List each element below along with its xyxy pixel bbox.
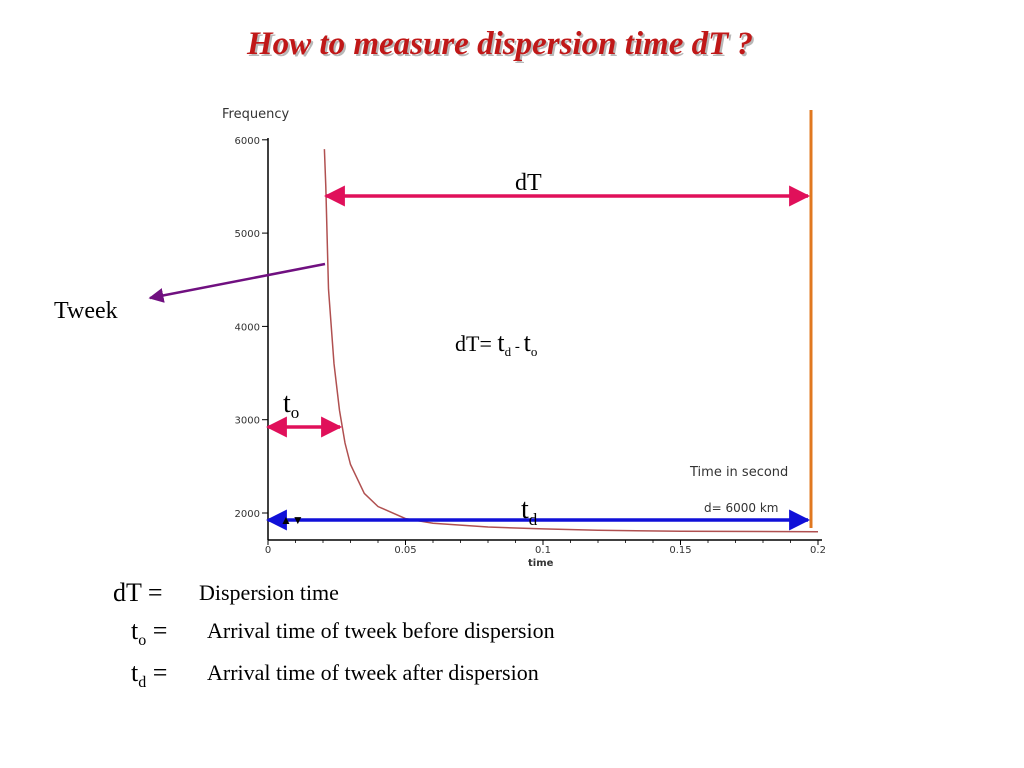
y-tick-label: 5000 bbox=[235, 229, 260, 240]
x-tick-label: 0.15 bbox=[669, 545, 691, 556]
x-tick-label: 0.2 bbox=[810, 545, 826, 556]
small-arrowhead-glyph: ▲▼ bbox=[280, 513, 304, 527]
y-axis-label: Frequency bbox=[222, 107, 289, 122]
to-label: to bbox=[283, 388, 299, 422]
slide-title: How to measure dispersion time dT ? bbox=[246, 26, 754, 62]
tweek-arrow bbox=[148, 262, 326, 303]
x-tick-label: 0.05 bbox=[394, 545, 416, 556]
td-label: td bbox=[521, 494, 538, 529]
def-to-symbol: to = bbox=[131, 616, 168, 650]
x-axis-label: time bbox=[528, 558, 554, 569]
x-tick-label: 0.1 bbox=[535, 545, 551, 556]
y-ticks: 2000 3000 4000 5000 6000 bbox=[235, 136, 268, 520]
y-tick-label: 4000 bbox=[235, 322, 260, 333]
dt-label: dT bbox=[515, 170, 542, 196]
time-in-second-note: Time in second bbox=[689, 465, 788, 480]
dt-formula: dT= td - to bbox=[455, 328, 537, 359]
distance-note: d= 6000 km bbox=[704, 501, 778, 515]
x-tick-label: 0 bbox=[265, 545, 271, 556]
x-ticks: 0 0.05 0.1 0.15 0.2 bbox=[265, 540, 826, 556]
y-tick-label: 2000 bbox=[235, 509, 260, 520]
y-tick-label: 3000 bbox=[235, 416, 260, 427]
y-tick-label: 6000 bbox=[235, 136, 260, 147]
tweek-label: Tweek bbox=[54, 298, 118, 324]
def-td-text: Arrival time of tweek after dispersion bbox=[207, 660, 539, 685]
def-dt-text: Dispersion time bbox=[199, 580, 339, 605]
def-td-symbol: td = bbox=[131, 658, 168, 692]
def-dt-symbol: dT = bbox=[113, 578, 163, 607]
def-to-text: Arrival time of tweek before dispersion bbox=[207, 618, 555, 643]
